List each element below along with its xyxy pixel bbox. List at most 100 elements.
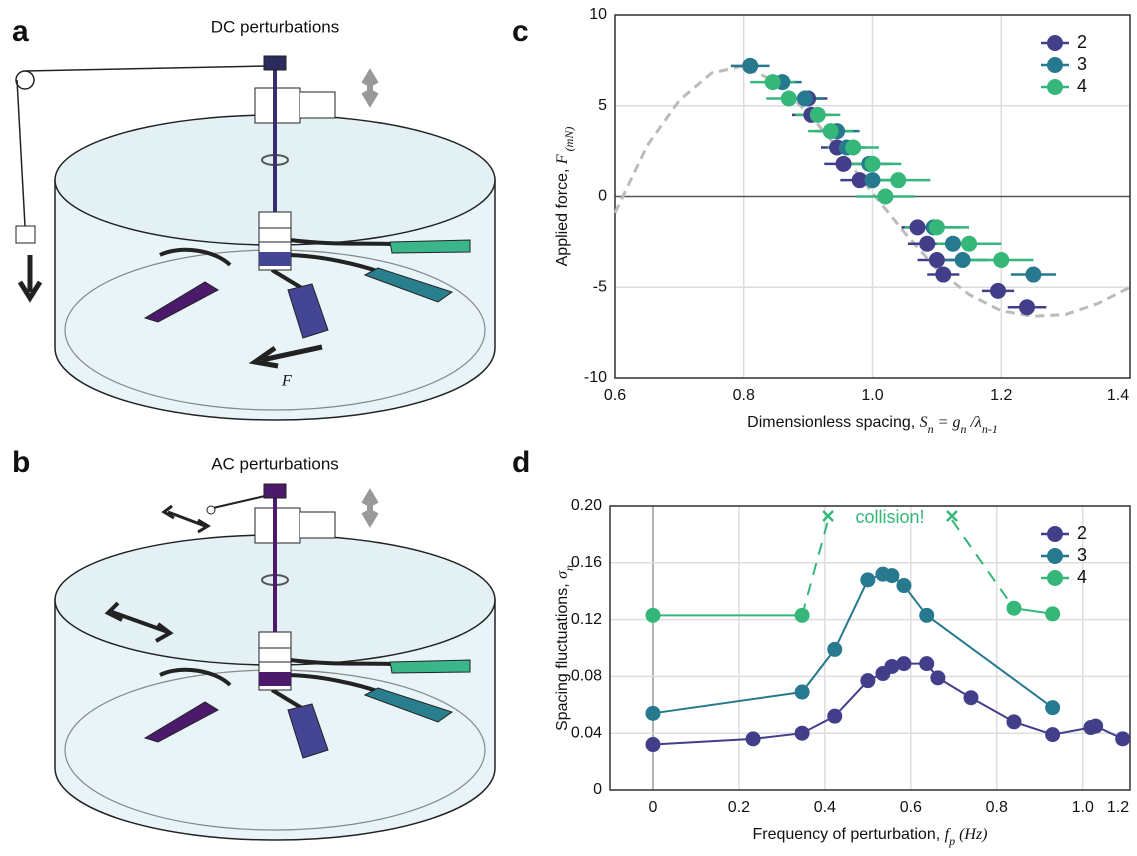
legend-label: 4 [1077,567,1087,587]
point [864,172,881,189]
x-tick-label: 1.0 [861,387,883,404]
point [1045,606,1061,622]
point [928,252,945,269]
chart: d 0 0.2 0.4 0.6 0.8 1.0 1.2 0 0.04 0.08 0.12 0.16 0.2… [512,446,1131,848]
x-tick-label: 1.2 [1107,799,1129,816]
fit-curve [613,64,1131,318]
point [896,656,912,672]
legend-marker [1047,57,1063,73]
label-part: n [928,422,934,436]
point [780,90,797,107]
point [928,219,945,236]
point [645,737,661,753]
plot-frame [609,505,1131,791]
label-part: n-1 [982,422,998,436]
panel-title: AC perturbations [211,454,339,473]
point [742,57,759,74]
point [835,155,852,172]
point [845,139,862,156]
annotation: collision! [856,507,925,527]
label-part: Frequency of perturbation, [753,826,945,843]
label-part: /λ [966,414,981,431]
y-tick-label: 0 [598,188,607,205]
x-tick-label: 1.0 [1072,799,1094,816]
x-tick-label: 0.6 [604,387,626,404]
series-line [652,662,1124,746]
collision-mark [822,510,834,522]
point [1045,700,1061,716]
y-tick-label: -5 [593,278,607,295]
panel-title: DC perturbations [211,17,340,36]
force-label: F [281,373,292,390]
legend-marker [1047,548,1063,564]
legend-label: 3 [1077,54,1087,74]
y-tick-label: 0.12 [571,611,602,628]
point [963,690,979,706]
panel-label: c [512,15,529,48]
point [822,123,839,140]
legend-label: 2 [1077,523,1087,543]
y-axis-label: Applied force, F (mN) [554,127,576,267]
point [827,641,843,657]
point [851,172,868,189]
point [919,607,935,623]
y-tick-label: 0.08 [571,668,602,685]
y-tick-label: -10 [584,369,607,386]
point [909,219,926,236]
point [877,188,894,205]
label-part: S [920,414,928,431]
point [794,725,810,741]
y-tick-label: 0.20 [571,497,602,514]
legend-marker [1047,35,1063,51]
point [919,656,935,672]
y-tick-label: 0.04 [571,724,602,741]
point [860,572,876,588]
point [827,708,843,724]
label-part: (mN) [562,127,576,155]
point [1088,718,1104,734]
panel-label: a [12,15,29,48]
panel-b: b AC perturbations [12,446,495,840]
point [1045,727,1061,743]
panel-a: a DC perturbations F [12,15,495,420]
y-axis-label: Spacing fluctuations, σn [554,565,576,731]
point [884,658,900,674]
legend-marker [1047,570,1063,586]
x-tick-label: 1.4 [1107,387,1129,404]
point [961,235,978,252]
point [809,106,826,123]
label-part: Applied force, [554,164,571,266]
chart: c 0.6 0.8 1.0 1.2 1.4 -10 -5 0 5 10 Dimensionless s… [512,6,1131,436]
x-tick-label: 0.8 [733,387,755,404]
point [930,670,946,686]
point [645,607,661,623]
point [796,90,813,107]
point [884,568,900,584]
point [1115,731,1131,747]
label-part: p [948,834,955,848]
label-part: (Hz) [955,826,987,843]
x-axis-label: Frequency of perturbation, fp (Hz) [753,826,988,848]
point [1025,266,1042,283]
point [645,705,661,721]
collision-mark [946,510,958,522]
legend-label: 2 [1077,32,1087,52]
legend-marker [1047,526,1063,542]
panel-label: d [512,446,530,479]
x-tick-label: 0 [649,799,658,816]
point [794,684,810,700]
point [919,235,936,252]
y-tick-label: 0 [593,781,602,798]
point [1006,600,1022,616]
label-part: f [945,826,952,843]
label-part: F [554,154,571,165]
x-axis-label: Dimensionless spacing, Sn = gn /λn-1 [747,414,998,436]
label-part: n [562,565,576,571]
label-part: σ [554,570,571,579]
label-part: n [960,422,966,436]
y-tick-label: 5 [598,97,607,114]
label-part: = g [934,414,961,431]
legend-label: 4 [1077,76,1087,96]
point [935,266,952,283]
